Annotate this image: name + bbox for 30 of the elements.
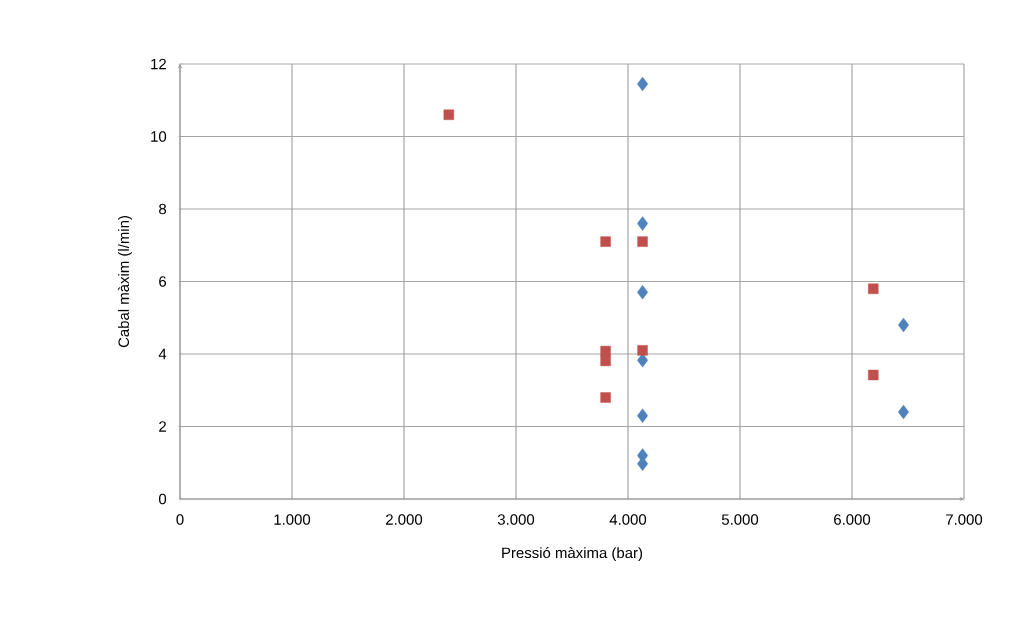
point — [637, 408, 649, 423]
point — [600, 355, 611, 367]
point — [637, 216, 649, 231]
x-tick-label: 1.000 — [274, 514, 311, 525]
y-axis-title: Cabal màxim (l/min) — [117, 216, 132, 348]
y-tick-label: 6 — [159, 276, 167, 287]
x-tick-label: 3.000 — [497, 514, 535, 525]
x-tick-label: 4.000 — [609, 514, 647, 525]
x-tick-label: 6.000 — [834, 514, 871, 525]
point — [868, 283, 879, 294]
point — [600, 345, 611, 357]
point — [868, 369, 879, 381]
y-tick-label: 10 — [151, 131, 167, 142]
x-tick-label: 0 — [176, 514, 184, 525]
y-tick-label: 12 — [151, 58, 166, 70]
point — [637, 285, 649, 300]
point — [443, 109, 454, 120]
x-tick-label: 7.000 — [946, 514, 983, 525]
x-tick-label: 5.000 — [721, 514, 759, 525]
y-tick-label: 8 — [159, 203, 167, 215]
x-tick-label: 2.000 — [386, 514, 423, 525]
x-axis-title: Pressió màxima (bar) — [502, 546, 643, 562]
y-tick-label: 2 — [159, 421, 166, 432]
point — [637, 345, 648, 356]
point — [600, 392, 611, 403]
point — [637, 236, 648, 247]
point — [600, 236, 611, 247]
point — [637, 76, 649, 92]
y-tick-label: 0 — [158, 493, 167, 505]
y-tick-label: 4 — [158, 348, 167, 360]
